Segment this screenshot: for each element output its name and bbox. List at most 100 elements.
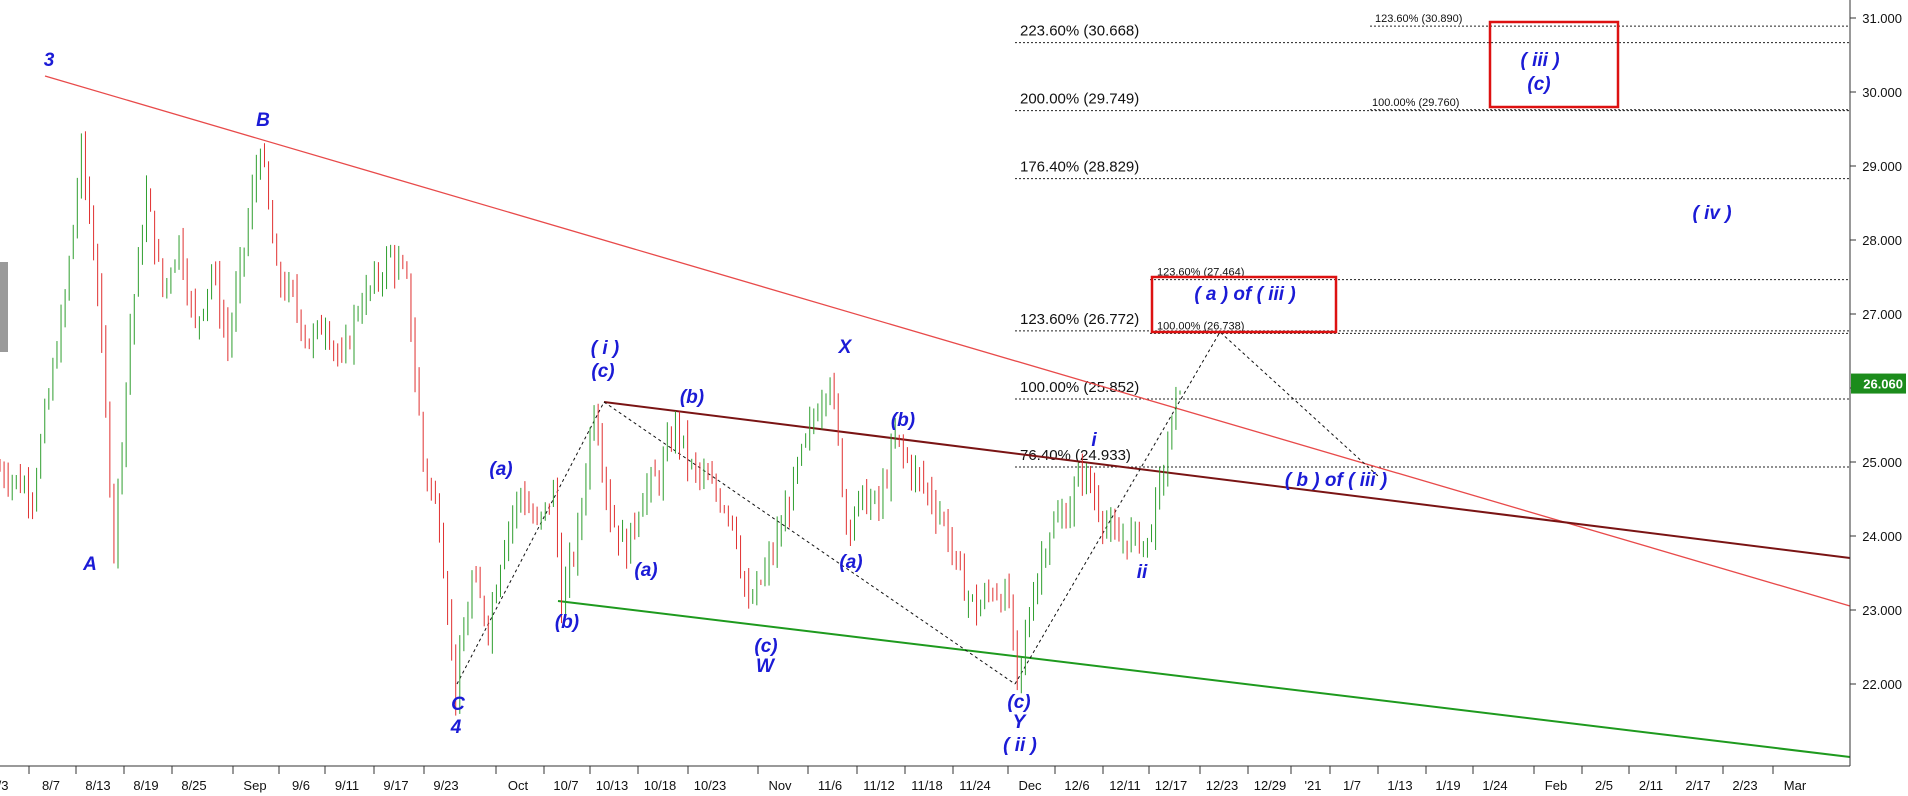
wave-label: C (451, 694, 465, 715)
fib-label: 223.60% (30.668) (1020, 23, 1139, 40)
fib-small-label: 123.60% (27.464) (1157, 267, 1244, 279)
wave-label: i (1091, 430, 1097, 451)
y-tick-label: 30.000 (1862, 85, 1902, 100)
wave-label: (c) (754, 636, 777, 657)
x-axis: /3 8/7 8/13 8/19 8/25 Sep 9/6 9/11 9/17 9/23 Oct 10… (0, 765, 1850, 793)
wave-label: ( b ) of ( iii ) (1285, 470, 1387, 491)
wave-label: (c) (1527, 74, 1550, 95)
x-tick-label: 2/17 (1685, 778, 1710, 793)
x-tick-label: /3 (0, 778, 8, 793)
fib-lines: 223.60% (30.668) 200.00% (29.749) 176.40% … (1015, 13, 1850, 468)
wave-label: (a) (489, 459, 512, 480)
fib-label: 123.60% (26.772) (1020, 311, 1139, 328)
resistance-line (44, 75, 1851, 607)
x-tick-label: 11/6 (818, 778, 842, 793)
wave-label: ( ii ) (1003, 735, 1037, 756)
fib-label: 76.40% (24.933) (1020, 447, 1131, 464)
price-boxes (1150, 20, 1620, 334)
fib-small-label: 100.00% (26.738) (1157, 320, 1244, 332)
x-tick-label: 12/11 (1109, 778, 1141, 793)
wave-label: X (838, 337, 853, 358)
x-tick-label: Feb (1545, 778, 1567, 793)
x-tick-label: 10/13 (596, 778, 629, 793)
x-tick-label: 10/7 (553, 778, 578, 793)
x-tick-label: 8/7 (42, 778, 60, 793)
wave-label: ( iii ) (1520, 50, 1559, 71)
trend-lines (44, 75, 1851, 758)
fib-small-label: 100.00% (29.760) (1372, 97, 1459, 109)
wave-label: ( a ) of ( iii ) (1194, 284, 1295, 305)
y-axis: 22.00023.00024.00025.00026.00027.00028.0… (0, 0, 1906, 766)
y-tick-label: 25.000 (1862, 455, 1902, 470)
x-tick-label: 12/23 (1206, 778, 1239, 793)
x-tick-label: Mar (1784, 778, 1807, 793)
x-tick-label: 8/25 (181, 778, 206, 793)
y-tick-label: 28.000 (1862, 233, 1902, 248)
x-tick-label: 10/23 (694, 778, 727, 793)
wave-label: B (256, 110, 270, 131)
target-box-a-of-iii (1150, 275, 1338, 334)
x-tick-label: 12/17 (1155, 778, 1188, 793)
x-tick-label: Nov (768, 778, 792, 793)
y-tick-label: 24.000 (1862, 529, 1902, 544)
wave-label: A (82, 554, 97, 575)
left-side-tab (0, 262, 8, 352)
x-tick-label: 2/11 (1639, 778, 1663, 793)
x-tick-label: 1/13 (1387, 778, 1412, 793)
x-tick-label: '21 (1305, 778, 1322, 793)
channel-upper-line (603, 401, 1851, 559)
x-tick-label: 9/11 (335, 778, 359, 793)
wave-label: (b) (555, 612, 579, 633)
x-tick-label: 1/19 (1435, 778, 1460, 793)
y-tick-label: 23.000 (1862, 603, 1902, 618)
x-tick-label: 8/13 (85, 778, 110, 793)
wave-label: (b) (891, 410, 915, 431)
wave-label: (a) (839, 552, 862, 573)
x-tick-label: 11/18 (911, 778, 943, 793)
x-tick-label: 9/6 (292, 778, 310, 793)
wave-label: (a) (634, 560, 657, 581)
y-tick-label: 27.000 (1862, 307, 1902, 322)
x-tick-label: Sep (243, 778, 266, 793)
target-box-iii (1488, 20, 1620, 109)
wave-connector-line (456, 401, 605, 685)
fib-label: 100.00% (25.852) (1020, 379, 1139, 396)
wave-label: (c) (1007, 692, 1030, 713)
channel-lower-line (557, 600, 1851, 758)
x-tick-label: 1/7 (1343, 778, 1361, 793)
price-candles (0, 131, 1181, 716)
fib-small-label: 123.60% (30.890) (1375, 13, 1462, 25)
wave-label: (b) (680, 387, 704, 408)
last-price-tag (1851, 373, 1906, 394)
x-tick-label: 11/12 (863, 778, 895, 793)
y-tick-label: 31.000 (1862, 11, 1902, 26)
fib-label: 176.40% (28.829) (1020, 159, 1139, 176)
x-tick-label: Oct (508, 778, 529, 793)
x-tick-label: 8/19 (133, 778, 158, 793)
x-tick-label: 9/17 (383, 778, 408, 793)
wave-label: 4 (450, 717, 462, 738)
x-tick-label: 12/6 (1064, 778, 1089, 793)
y-tick-label: 22.000 (1862, 677, 1902, 692)
x-tick-label: Dec (1018, 778, 1042, 793)
x-tick-label: 10/18 (644, 778, 677, 793)
x-tick-label: 9/23 (433, 778, 458, 793)
y-tick-label: 29.000 (1862, 159, 1902, 174)
last-price-label: 26.060 (1863, 377, 1903, 392)
wave-connector-line (603, 401, 1016, 685)
wave-label: 3 (44, 50, 55, 71)
wave-label: ( i ) (591, 338, 620, 359)
x-tick-label: 2/23 (1732, 778, 1757, 793)
wave-label: ii (1137, 562, 1148, 583)
wave-label: (c) (591, 361, 614, 382)
x-tick-label: 12/29 (1254, 778, 1287, 793)
wave-label: Y (1013, 712, 1028, 733)
wave-label: W (756, 656, 776, 677)
x-tick-label: 2/5 (1595, 778, 1613, 793)
x-tick-label: 11/24 (959, 778, 991, 793)
wave-label: ( iv ) (1692, 203, 1731, 224)
fib-label: 200.00% (29.749) (1020, 91, 1139, 108)
x-tick-label: 1/24 (1482, 778, 1507, 793)
